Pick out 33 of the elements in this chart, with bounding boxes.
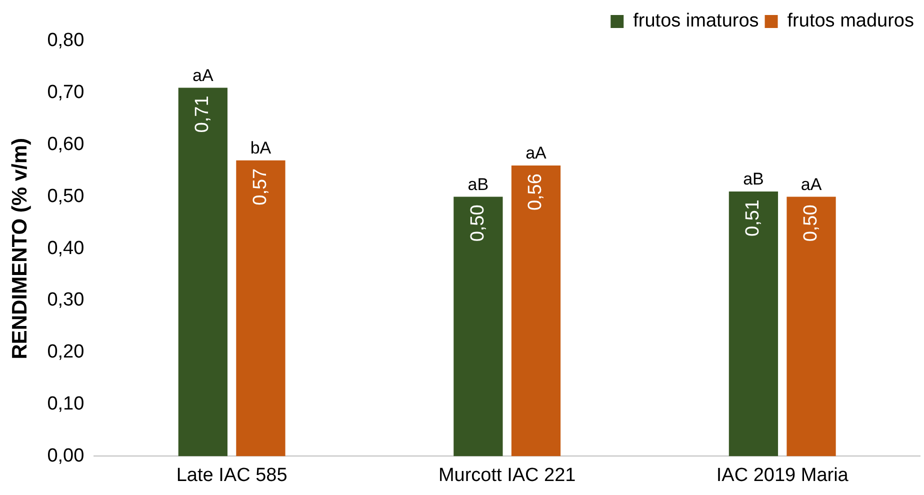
bar [728,192,778,456]
y-tick-label: 0,00 [47,445,84,466]
annotation: aA [526,144,548,163]
bar [454,196,503,456]
bar [786,196,836,456]
annotation: aB [468,174,489,194]
y-tick-label: 0,80 [47,30,84,52]
data-label: 0,50 [800,204,822,242]
legend-label: frutos maduros [787,10,914,32]
bar [236,160,286,456]
x-tick-label: IAC 2019 Maria [716,464,849,486]
annotation: aA [192,66,214,85]
annotation: aB [743,170,764,189]
y-axis-title: RENDIMENTO (% v/m) [8,138,32,360]
y-tick-label: 0,60 [47,134,84,156]
y-tick-label: 0,20 [47,342,84,363]
x-tick-label: Murcott IAC 221 [438,464,576,486]
bar [178,88,228,456]
annotation: aA [800,174,822,194]
y-tick-label: 0,40 [47,238,84,259]
bar [511,166,561,456]
y-tick-label: 0,50 [47,186,84,207]
data-label: 0,51 [742,200,764,236]
data-label: 0,57 [250,168,271,206]
y-tick-label: 0,30 [47,290,84,311]
data-label: 0,56 [525,174,546,211]
x-tick-label: Late IAC 585 [176,464,288,486]
data-label: 0,50 [467,204,488,242]
y-tick-label: 0,10 [47,394,84,415]
legend-label: frutos imaturos [633,10,759,32]
y-tick-label: 0,70 [47,82,84,104]
data-label: 0,71 [192,96,214,133]
annotation: bA [250,138,272,158]
